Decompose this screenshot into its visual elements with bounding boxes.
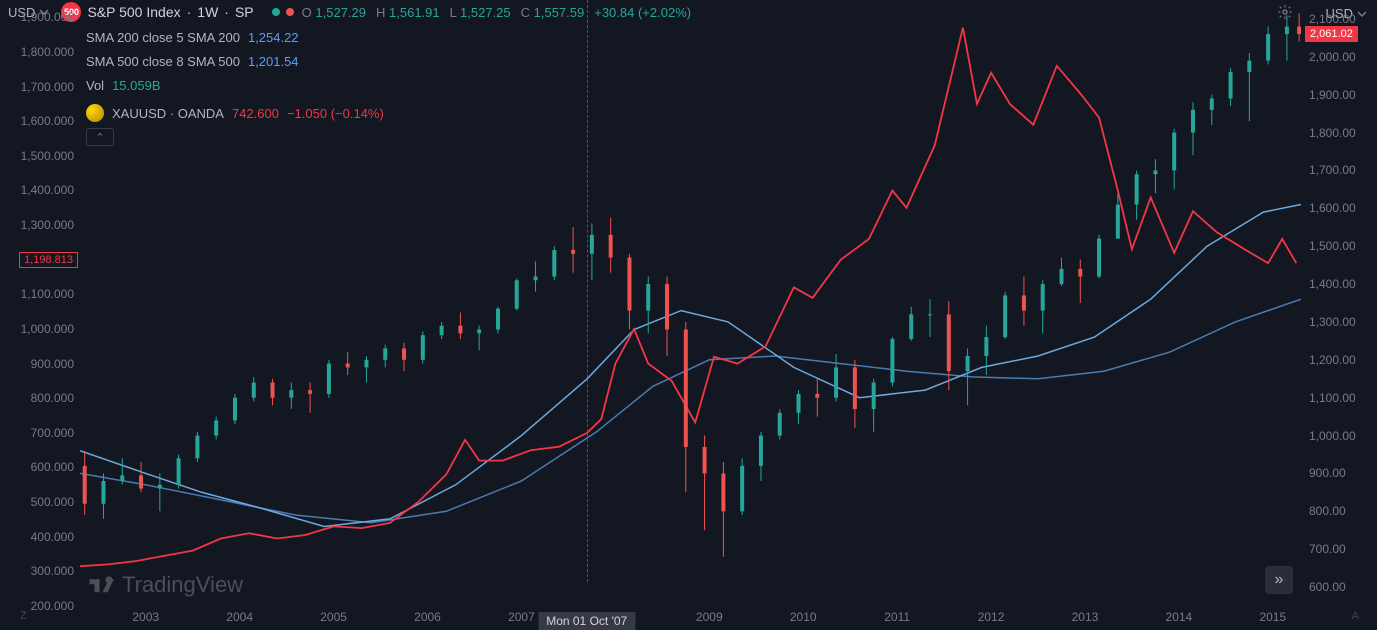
axis-tick-label: 2004 (226, 610, 253, 624)
axis-tick-label: 2011 (884, 610, 910, 624)
double-chevron-right-icon: » (1275, 571, 1284, 589)
axis-tick-label: 1,800.000 (21, 45, 74, 59)
axis-tick-label: 700.000 (31, 426, 74, 440)
axis-tick-label: 800.00 (1309, 504, 1346, 518)
axis-tick-label: 1,900.00 (1309, 88, 1356, 102)
axis-tick-label: 2009 (696, 610, 723, 624)
axis-tick-label: 800.000 (31, 391, 74, 405)
crosshair-date-label: Mon 01 Oct '07 (538, 612, 635, 630)
axis-tick-label: 2012 (978, 610, 1005, 624)
axis-tick-label: 1,400.000 (21, 183, 74, 197)
axis-tick-label: 1,100.000 (21, 287, 74, 301)
left-price-axis[interactable]: 200.000300.000400.000500.000600.000700.0… (0, 0, 80, 606)
axis-tick-label: 2,000.00 (1309, 50, 1356, 64)
tradingview-watermark: TradingView (88, 572, 243, 598)
axis-tick-label: 600.00 (1309, 580, 1346, 594)
axis-tick-label: 600.000 (31, 460, 74, 474)
axis-tick-label: 900.000 (31, 357, 74, 371)
scroll-to-latest-button[interactable]: » (1265, 566, 1293, 594)
axis-tick-label: 900.00 (1309, 466, 1346, 480)
axis-tick-label: 2013 (1072, 610, 1099, 624)
axis-tick-label: 1,900.000 (21, 10, 74, 24)
axis-tick-label: 500.000 (31, 495, 74, 509)
auto-hint: A (1352, 610, 1359, 622)
right-price-tag: 2,061.02 (1305, 26, 1358, 42)
axis-tick-label: 2014 (1166, 610, 1193, 624)
axis-tick-label: 1,500.000 (21, 149, 74, 163)
axis-tick-label: 400.000 (31, 530, 74, 544)
axis-tick-label: 1,300.000 (21, 218, 74, 232)
left-price-tag: 1,198.813 (19, 252, 78, 268)
axis-tick-label: 2010 (790, 610, 817, 624)
axis-tick-label: 700.00 (1309, 542, 1346, 556)
chart-svg (80, 0, 1301, 606)
axis-tick-label: 1,700.00 (1309, 163, 1356, 177)
axis-tick-label: 300.000 (31, 564, 74, 578)
tradingview-logo-icon (88, 572, 114, 598)
axis-tick-label: 1,200.00 (1309, 353, 1356, 367)
axis-tick-label: 1,600.000 (21, 114, 74, 128)
axis-tick-label: 2005 (320, 610, 347, 624)
axis-tick-label: 200.000 (31, 599, 74, 613)
axis-tick-label: 1,600.00 (1309, 201, 1356, 215)
chart-pane[interactable] (80, 0, 1301, 606)
axis-tick-label: 2007 (508, 610, 535, 624)
axis-tick-label: 1,400.00 (1309, 277, 1356, 291)
axis-tick-label: 1,300.00 (1309, 315, 1356, 329)
axis-tick-label: 1,000.00 (1309, 429, 1356, 443)
crosshair-vertical (587, 0, 588, 582)
right-price-axis[interactable]: 600.00 700.00 800.00 900.00 1,000.00 1,100.00… (1301, 0, 1377, 606)
axis-tick-label: 1,100.00 (1309, 391, 1356, 405)
axis-tick-label: 2,100.00 (1309, 12, 1356, 26)
axis-tick-label: 1,700.000 (21, 80, 74, 94)
axis-tick-label: 1,500.00 (1309, 239, 1356, 253)
axis-tick-label: 1,000.000 (21, 322, 74, 336)
axis-tick-label: 2003 (132, 610, 159, 624)
zoom-out-hint: Z (20, 610, 27, 622)
axis-tick-label: 1,800.00 (1309, 126, 1356, 140)
time-axis[interactable]: Z A 200320042005200620072008200920102011… (80, 606, 1301, 630)
axis-tick-label: 2006 (414, 610, 441, 624)
axis-tick-label: 2015 (1259, 610, 1286, 624)
